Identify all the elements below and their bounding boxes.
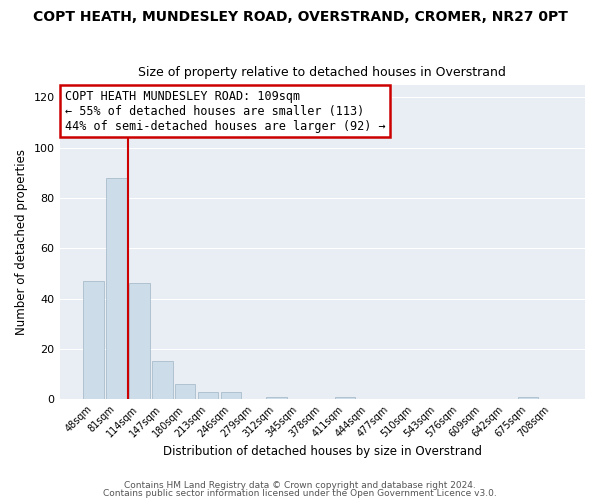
Bar xyxy=(221,392,241,399)
Text: Contains HM Land Registry data © Crown copyright and database right 2024.: Contains HM Land Registry data © Crown c… xyxy=(124,481,476,490)
Bar xyxy=(175,384,196,399)
X-axis label: Distribution of detached houses by size in Overstrand: Distribution of detached houses by size … xyxy=(163,444,482,458)
Bar xyxy=(518,396,538,399)
Bar xyxy=(198,392,218,399)
Y-axis label: Number of detached properties: Number of detached properties xyxy=(15,149,28,335)
Bar xyxy=(266,396,287,399)
Title: Size of property relative to detached houses in Overstrand: Size of property relative to detached ho… xyxy=(139,66,506,80)
Bar xyxy=(129,284,150,399)
Bar xyxy=(106,178,127,399)
Bar xyxy=(152,362,173,399)
Bar xyxy=(335,396,355,399)
Text: COPT HEATH MUNDESLEY ROAD: 109sqm
← 55% of detached houses are smaller (113)
44%: COPT HEATH MUNDESLEY ROAD: 109sqm ← 55% … xyxy=(65,90,385,132)
Text: Contains public sector information licensed under the Open Government Licence v3: Contains public sector information licen… xyxy=(103,488,497,498)
Text: COPT HEATH, MUNDESLEY ROAD, OVERSTRAND, CROMER, NR27 0PT: COPT HEATH, MUNDESLEY ROAD, OVERSTRAND, … xyxy=(32,10,568,24)
Bar xyxy=(83,281,104,399)
